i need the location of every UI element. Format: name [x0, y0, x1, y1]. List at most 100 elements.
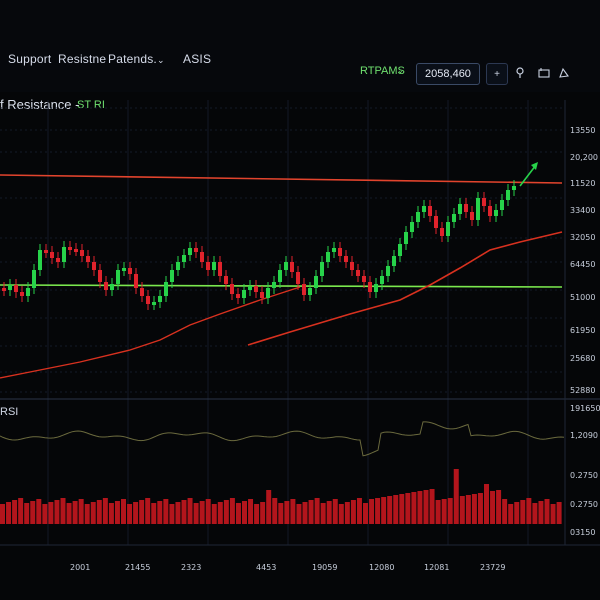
- candle-body: [140, 288, 144, 296]
- candle-body: [494, 210, 498, 216]
- volume-axis-label: 03150: [570, 528, 595, 537]
- candle-body: [296, 272, 300, 284]
- volume-bar: [139, 500, 145, 524]
- nav-support[interactable]: Support: [8, 52, 52, 66]
- candle-body: [404, 232, 408, 244]
- candle-body: [248, 286, 252, 290]
- price-axis: 13550 20,200 11520 33400 32050 64450 51000 6195…: [570, 126, 600, 537]
- candle-body: [104, 282, 108, 290]
- volume-bar: [308, 500, 314, 524]
- oscillator-line: [0, 421, 565, 457]
- volume-bar: [381, 497, 387, 524]
- time-axis-label: 2001: [70, 563, 90, 572]
- volume-bar: [447, 498, 453, 524]
- candle-body: [62, 247, 66, 262]
- candle-body: [56, 258, 60, 262]
- candlestick-series: [2, 180, 516, 310]
- volume-bar: [242, 501, 247, 524]
- volume-bar: [0, 504, 5, 524]
- candle-body: [344, 256, 348, 262]
- indicator-label[interactable]: ST RI: [77, 99, 105, 111]
- candle-body: [242, 290, 246, 298]
- candle-body: [506, 190, 510, 200]
- nav-patterns[interactable]: Patends.: [108, 52, 157, 66]
- volume-bar: [532, 503, 538, 524]
- price-axis-label: 52880: [570, 386, 595, 395]
- pane-dividers: [0, 100, 600, 546]
- candle-body: [146, 296, 150, 304]
- candle-body: [152, 302, 156, 305]
- rtpams-dropdown[interactable]: RTPAMS: [360, 65, 405, 77]
- candle-body: [32, 270, 36, 288]
- volume-bar: [193, 503, 199, 524]
- candle-body: [86, 256, 90, 262]
- candle-body: [374, 284, 378, 292]
- plus-icon: +: [494, 68, 500, 80]
- candle-body: [416, 212, 420, 222]
- volume-bar: [344, 502, 350, 524]
- volume-bar: [199, 501, 205, 524]
- candle-body: [272, 282, 276, 288]
- volume-bar: [284, 501, 290, 524]
- volume-bar: [90, 502, 96, 524]
- candle-body: [332, 248, 336, 252]
- volume-bar: [175, 502, 181, 524]
- candle-body: [26, 288, 30, 296]
- volume-bar: [60, 498, 66, 524]
- pin-icon[interactable]: [515, 67, 525, 82]
- volume-bar: [24, 503, 30, 524]
- volume-bar: [151, 503, 157, 524]
- volume-bar: [399, 494, 405, 524]
- candle-body: [98, 270, 102, 282]
- candle-body: [350, 262, 354, 270]
- candle-body: [470, 212, 474, 220]
- candle-body: [386, 266, 390, 276]
- time-axis-label: 12080: [369, 563, 394, 572]
- candle-body: [428, 206, 432, 216]
- candle-body: [482, 198, 486, 206]
- candle-body: [128, 268, 132, 274]
- price-axis-label: 32050: [570, 233, 595, 242]
- volume-bar: [260, 502, 266, 524]
- volume-bar: [108, 503, 114, 524]
- volume-bar: [423, 490, 429, 524]
- candle-body: [2, 288, 6, 291]
- volume-bar: [490, 491, 496, 524]
- support-line: [0, 284, 563, 288]
- volume-bar: [42, 504, 48, 524]
- candle-body: [14, 285, 18, 292]
- candle-body: [392, 256, 396, 266]
- volume-axis-label: 0.2750: [570, 500, 598, 509]
- volume-bar: [145, 498, 151, 524]
- candle-body: [200, 252, 204, 262]
- volume-bar: [12, 500, 18, 524]
- rtpams-chevron-down-icon[interactable]: ⌄: [397, 66, 404, 75]
- candle-body: [320, 262, 324, 276]
- candle-body: [440, 228, 444, 236]
- panel-title-text: f Resistance: [0, 97, 72, 112]
- nav-asis[interactable]: ASIS: [183, 52, 212, 66]
- volume-bar: [211, 504, 217, 524]
- add-symbol-button[interactable]: +: [486, 63, 508, 85]
- candle-body: [362, 276, 366, 282]
- volume-bars: [0, 469, 562, 524]
- volume-bar: [417, 491, 423, 524]
- shape-icon[interactable]: [558, 67, 570, 82]
- candle-body: [266, 288, 270, 298]
- camera-icon[interactable]: [538, 67, 550, 82]
- volume-bar: [465, 495, 471, 524]
- price-input[interactable]: 2058,460: [416, 63, 480, 85]
- volume-bar: [114, 501, 120, 524]
- candle-body: [398, 244, 402, 256]
- candle-body: [188, 248, 192, 255]
- volume-bar: [54, 500, 60, 524]
- price-axis-label: 11520: [570, 179, 595, 188]
- candle-body: [476, 198, 480, 220]
- nav-resistance[interactable]: Resistne: [58, 52, 107, 66]
- candle-body: [314, 276, 318, 288]
- candle-body: [302, 284, 306, 295]
- volume-bar: [550, 504, 556, 524]
- candle-body: [176, 262, 180, 270]
- patterns-chevron-down-icon[interactable]: ⌄: [157, 55, 165, 65]
